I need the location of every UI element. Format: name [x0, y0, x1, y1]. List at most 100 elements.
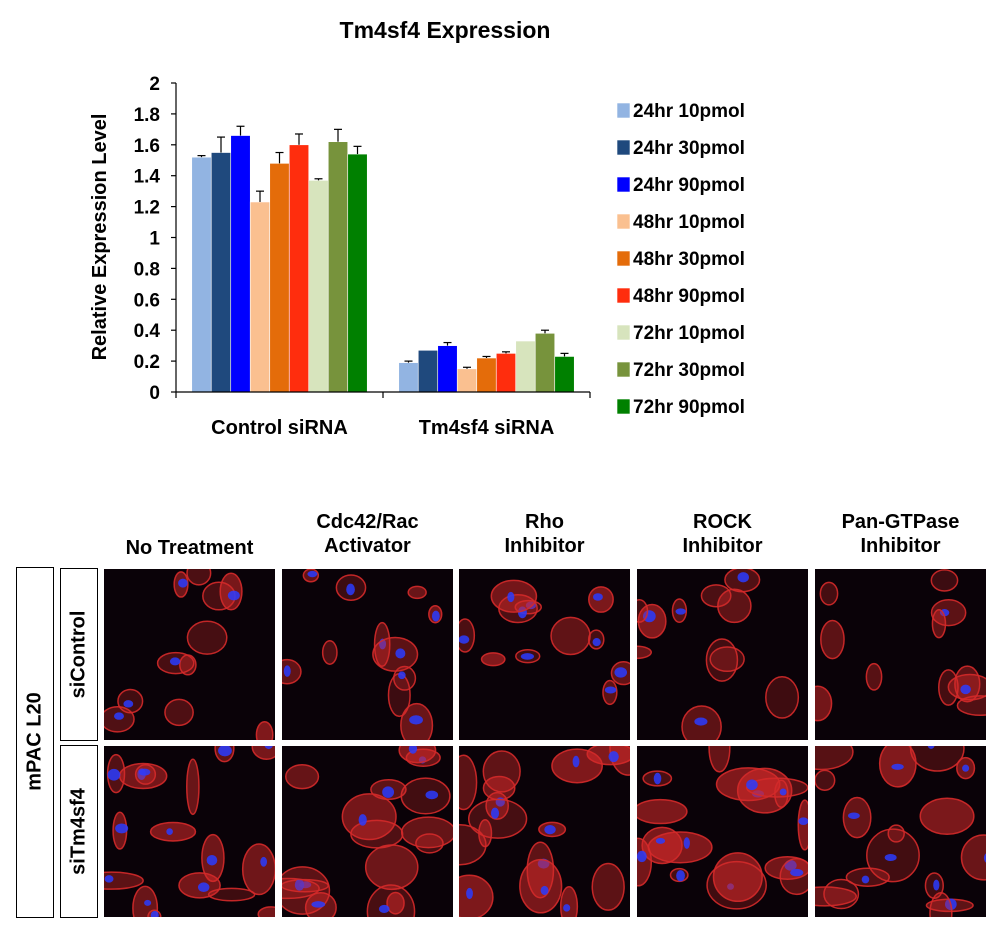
cell-membrane [480, 652, 506, 667]
cell-nucleus [459, 635, 470, 644]
cell-nucleus [395, 648, 406, 659]
bar-chart: Tm4sf4 Expression Relative Expression Le… [89, 17, 745, 439]
y-tick-label: 0.4 [134, 321, 161, 342]
cell-membrane [407, 585, 427, 600]
column-header-line: Activator [324, 535, 411, 557]
micrograph-image [459, 579, 630, 706]
cell-nucleus [653, 772, 662, 785]
cell-nucleus [563, 904, 571, 912]
cell-nucleus [311, 901, 326, 908]
cell-nucleus [694, 717, 708, 726]
micrograph-image [637, 746, 808, 910]
cell-nucleus [861, 875, 870, 884]
cell-membrane [919, 797, 975, 836]
micrograph-panel [815, 746, 986, 917]
cell-nucleus [544, 824, 556, 835]
cell-membrane [779, 857, 808, 896]
legend-swatch [616, 287, 631, 304]
bar-group [191, 125, 575, 393]
cell-membrane [400, 777, 451, 815]
cell-nucleus [614, 667, 628, 678]
y-tick-label: 1.2 [134, 198, 160, 219]
column-header-line: No Treatment [125, 537, 254, 559]
cell-membrane [393, 665, 417, 691]
cell-nucleus [608, 751, 619, 763]
y-tick-label: 0.6 [134, 290, 160, 311]
micrograph-image [104, 569, 274, 740]
micrograph-image [282, 569, 443, 740]
cell-membrane [415, 833, 444, 854]
legend-label: 72hr 10pmol [633, 323, 745, 344]
cell-nucleus [144, 899, 152, 906]
y-tick-label: 2 [149, 74, 160, 95]
legend-label: 48hr 90pmol [633, 286, 745, 307]
micrograph-panel [282, 746, 453, 917]
cell-membrane [637, 837, 653, 887]
cell-nucleus [218, 746, 232, 757]
legend-swatch [616, 213, 631, 230]
cell-nucleus [378, 904, 390, 913]
cell-nucleus [675, 608, 686, 615]
cell-nucleus [779, 788, 787, 796]
cell-nucleus [507, 591, 515, 603]
column-header-line: Cdc42/Rac [316, 511, 419, 533]
column-header: Pan-GTPase Inhibitor [795, 510, 992, 558]
cell-membrane [712, 852, 763, 903]
cell-membrane [586, 746, 630, 766]
legend-label: 24hr 10pmol [633, 101, 745, 122]
cell-nucleus [358, 814, 367, 826]
cell-nucleus [408, 746, 418, 754]
micrograph-panel [104, 569, 275, 740]
cell-nucleus [138, 768, 151, 776]
cell-membrane [467, 798, 528, 839]
cell-membrane [931, 609, 947, 639]
cell-membrane [459, 874, 494, 917]
column-header-line: Pan-GTPase [841, 511, 960, 533]
cell-nucleus [790, 868, 804, 877]
row-label: siControl [67, 610, 90, 698]
cell-nucleus [676, 870, 685, 882]
cell-membrane [637, 598, 649, 623]
cell-nucleus [346, 583, 355, 596]
cell-membrane [386, 891, 405, 915]
cell-membrane [956, 695, 986, 716]
micrograph-image [815, 569, 986, 722]
legend-label: 24hr 30pmol [633, 138, 745, 159]
cell-membrane [815, 886, 857, 907]
cell-membrane [637, 645, 653, 660]
cell-nucleus [642, 610, 656, 623]
cell-membrane [400, 816, 453, 849]
cell-membrane [519, 858, 563, 914]
cell-membrane [257, 906, 275, 917]
row-label-box [60, 745, 98, 918]
cell-membrane [820, 619, 845, 660]
column-header-line: Inhibitor [504, 535, 585, 557]
cell-nucleus [798, 817, 808, 825]
y-axis: 0 0.2 0.4 0.6 0.8 1 1.2 1.4 1.6 1.8 2 [134, 74, 177, 404]
cell-membrane [341, 793, 397, 841]
legend-swatch [616, 176, 631, 193]
cell-nucleus [425, 790, 439, 800]
cell-nucleus [398, 671, 406, 680]
cell-nucleus [166, 828, 173, 835]
micrograph-panel [637, 746, 808, 917]
cell-membrane [186, 569, 212, 586]
cell-membrane [251, 746, 275, 760]
cell-membrane [459, 754, 478, 811]
cell-nucleus [104, 875, 114, 883]
cell-membrane [149, 821, 197, 842]
row-label: siTm4sf4 [67, 787, 90, 875]
cell-nucleus [466, 887, 473, 900]
legend-swatch [616, 324, 631, 341]
cell-membrane [591, 862, 625, 911]
x-axis: Control siRNA Tm4sf4 siRNA [175, 391, 591, 439]
y-tick-label: 1.4 [134, 167, 161, 188]
micrograph-image [637, 569, 800, 740]
micrograph-panel [282, 569, 453, 740]
x-tick-label: Control siRNA [211, 417, 348, 439]
cell-membrane [285, 763, 320, 790]
cell-nucleus [114, 712, 124, 720]
cell-membrane [705, 638, 739, 682]
cell-nucleus [115, 823, 129, 834]
